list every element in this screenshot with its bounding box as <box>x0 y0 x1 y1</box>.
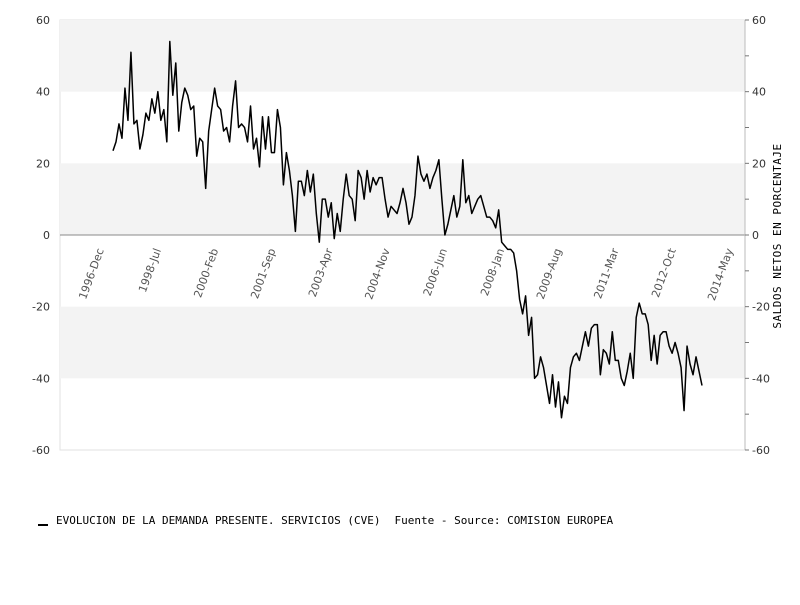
grid-band <box>60 306 745 379</box>
legend-line-swatch <box>38 523 48 526</box>
y-tick-label-left: -20 <box>32 301 50 314</box>
grid-band <box>60 163 745 235</box>
y-tick-label-right: -40 <box>752 372 770 385</box>
y-tick-label-right: 0 <box>752 229 759 242</box>
y-tick-label-right: -60 <box>752 444 770 457</box>
y-tick-label-left: -40 <box>32 372 50 385</box>
y-tick-label-right: -20 <box>752 301 770 314</box>
y-tick-label-left: 40 <box>36 86 50 99</box>
series-group <box>112 40 703 419</box>
legend-series-label: EVOLUCION DE LA DEMANDA PRESENTE. SERVIC… <box>56 514 381 527</box>
series-line <box>112 40 703 419</box>
y-tick-label-right: 60 <box>752 14 766 27</box>
y-ticks-right: 60 40 20 0 -20 -40 -60 <box>745 14 770 457</box>
y-ticks-left: 60 40 20 0 -20 -40 -60 <box>32 14 50 457</box>
legend: EVOLUCION DE LA DEMANDA PRESENTE. SERVIC… <box>38 514 613 527</box>
y-tick-label-left: 60 <box>36 14 50 27</box>
y-tick-label-right: 20 <box>752 157 766 170</box>
y-tick-label-left: -60 <box>32 444 50 457</box>
y-tick-label-right: 40 <box>752 86 766 99</box>
y-tick-label-left: 0 <box>43 229 50 242</box>
grid-band <box>60 20 745 92</box>
y-tick-label-left: 20 <box>36 157 50 170</box>
legend-source-label: Fuente - Source: COMISION EUROPEA <box>394 514 614 527</box>
y-axis-title: SALDOS NETOS EN PORCENTAJE <box>771 143 784 328</box>
